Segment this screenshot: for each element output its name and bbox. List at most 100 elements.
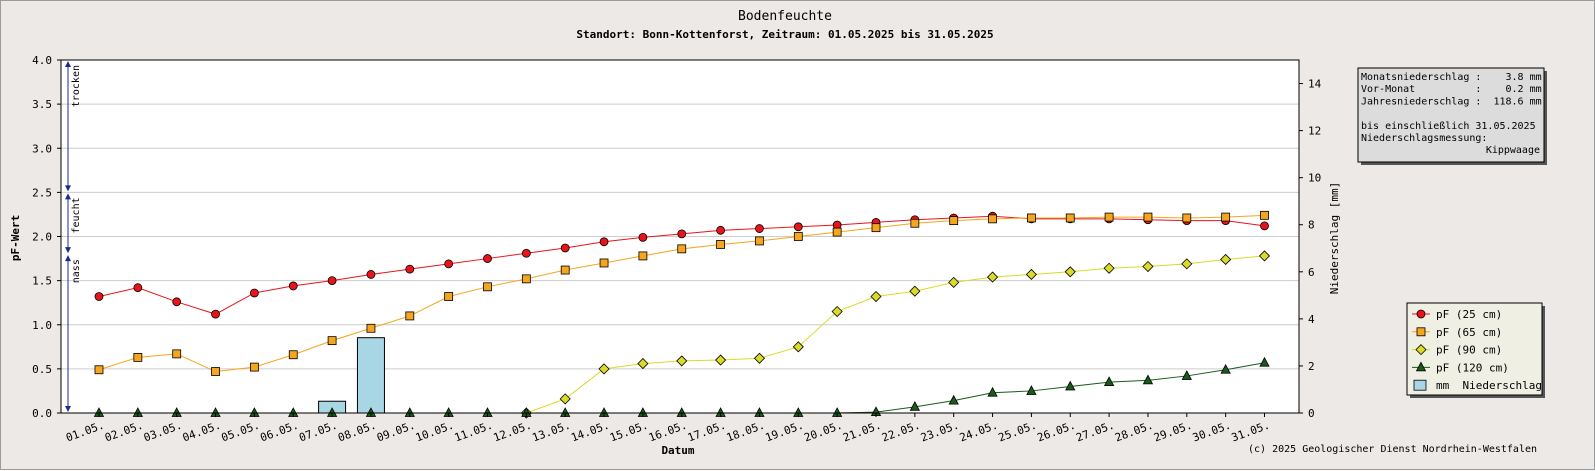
- info-line: Jahresniederschlag : 118.6 mm: [1361, 96, 1542, 107]
- x-tick-label: 20.05.: [802, 419, 844, 445]
- x-tick-label: 05.05.: [220, 419, 262, 445]
- data-point-pf65: [288, 350, 298, 360]
- data-point-pf90: [948, 276, 960, 288]
- y2-axis-label: Niederschlag [mm]: [1328, 182, 1341, 295]
- x-tick-label: 11.05.: [453, 419, 495, 445]
- y2-tick-label: 0: [1308, 407, 1315, 420]
- legend-label-rain: mm Niederschlag: [1436, 379, 1542, 392]
- data-point-pf90: [637, 358, 649, 370]
- x-tick-label: 17.05.: [686, 419, 728, 445]
- data-point-pf65: [988, 214, 997, 224]
- info-line-method: Kippwaage: [1486, 145, 1540, 156]
- data-point-pf65: [1027, 213, 1036, 223]
- data-point-pf65: [716, 240, 725, 249]
- y2-tick-label: 12: [1308, 125, 1321, 138]
- y-tick-label: 1.5: [32, 275, 52, 288]
- x-tick-label: 25.05.: [997, 419, 1039, 445]
- x-tick-label: 02.05.: [103, 419, 145, 445]
- band-label-feucht: feucht: [71, 197, 82, 233]
- data-point-pf25: [327, 276, 337, 286]
- info-line: bis einschließlich 31.05.2025: [1361, 121, 1536, 132]
- data-point-pf25: [793, 222, 803, 232]
- data-point-pf90: [792, 341, 804, 353]
- legend: pF (25 cm) pF (65 cm) pF (90 cm) pF (120 cm…: [1406, 302, 1545, 398]
- x-tick-label: 07.05.: [297, 419, 339, 445]
- y-tick-label: 3.0: [32, 142, 52, 155]
- data-point-pf65: [871, 223, 881, 233]
- data-point-pf90: [753, 352, 766, 364]
- x-tick-label: 28.05.: [1113, 419, 1155, 445]
- data-point-pf90: [1220, 253, 1232, 266]
- data-point-pf65: [1260, 210, 1269, 220]
- data-point-pf65: [444, 292, 454, 301]
- data-point-pf90: [1103, 262, 1115, 274]
- band-label-trocken: trocken: [71, 65, 82, 107]
- x-tick-label: 04.05.: [181, 419, 223, 445]
- y2-tick-label: 4: [1308, 313, 1315, 326]
- legend-marker-pf25: [1416, 309, 1426, 319]
- info-line: Monatsniederschlag : 3.8 mm: [1361, 72, 1542, 83]
- data-point-pf65: [949, 216, 959, 226]
- data-point-pf25: [521, 248, 531, 258]
- legend-label-pf25: pF (25 cm): [1436, 308, 1502, 321]
- data-point-pf25: [211, 309, 220, 319]
- data-point-pf90: [1142, 260, 1154, 273]
- x-tick-label: 24.05.: [958, 419, 1000, 445]
- data-point-pf90: [715, 354, 727, 366]
- data-point-pf25: [172, 297, 182, 307]
- legend-panel: [1406, 302, 1543, 396]
- data-point-pf90: [1258, 250, 1271, 262]
- x-tick-label: 06.05.: [258, 419, 300, 445]
- x-tick-label: 14.05.: [569, 419, 611, 445]
- data-point-pf65: [366, 323, 376, 333]
- plot-area: 0.0 0.5 1.0 1.5 2.0 2.5 3.0 3.5 4.0 0 2 4 6 8 10 12 14 tr…: [32, 54, 1321, 444]
- data-point-pf65: [211, 367, 220, 376]
- data-point-pf25: [133, 283, 143, 293]
- data-point-pf90: [831, 305, 843, 318]
- y-tick-label: 0.5: [32, 363, 52, 376]
- info-line: Niederschlagsmessung:: [1361, 133, 1487, 144]
- y-axis-label: pF-Wert: [9, 215, 22, 261]
- x-tick-label: 03.05.: [142, 419, 184, 445]
- data-point-pf90: [1025, 268, 1037, 281]
- legend-marker-pf65: [1416, 327, 1426, 337]
- data-point-pf120: [1103, 376, 1115, 387]
- x-tick-label: 19.05.: [764, 419, 806, 445]
- x-tick-label: 30.05.: [1191, 419, 1233, 445]
- x-tick-label: 09.05.: [375, 419, 417, 445]
- y-tick-label: 4.0: [32, 54, 52, 67]
- band-arrow-up-icon: [65, 61, 71, 67]
- copyright-note: (c) 2025 Geologischer Dienst Nordrhein-W…: [1248, 444, 1537, 455]
- data-point-pf25: [677, 229, 687, 239]
- data-point-pf65: [1143, 212, 1153, 222]
- x-tick-label: 22.05.: [880, 419, 922, 445]
- y2-tick-label: 14: [1308, 78, 1322, 91]
- data-point-pf65: [1221, 212, 1231, 222]
- data-point-pf120: [948, 394, 959, 405]
- data-point-pf65: [910, 218, 920, 228]
- plot-border: [60, 59, 1300, 414]
- x-tick-label: 13.05.: [530, 419, 572, 445]
- data-point-pf90: [870, 290, 882, 303]
- data-point-pf90: [909, 285, 921, 297]
- data-point-pf120: [1220, 363, 1231, 374]
- info-line: Vor-Monat : 0.2 mm: [1361, 84, 1542, 95]
- data-point-pf120: [1142, 374, 1154, 385]
- data-point-pf65: [1104, 212, 1114, 222]
- data-point-pf120: [1259, 356, 1270, 367]
- x-tick-label: 01.05.: [64, 419, 106, 445]
- data-point-pf90: [986, 271, 999, 283]
- data-point-pf25: [483, 254, 492, 263]
- legend-swatch-rain: [1413, 379, 1427, 391]
- y2-tick-label: 8: [1308, 219, 1315, 232]
- y-tick-label: 3.5: [32, 98, 52, 111]
- x-tick-label: 18.05.: [725, 419, 767, 445]
- data-point-pf25: [1260, 221, 1269, 231]
- data-point-pf120: [987, 386, 998, 397]
- x-tick-label: 08.05.: [336, 419, 378, 445]
- x-tick-label: 31.05.: [1230, 419, 1272, 445]
- chart-title: Bodenfeuchte: [738, 9, 832, 24]
